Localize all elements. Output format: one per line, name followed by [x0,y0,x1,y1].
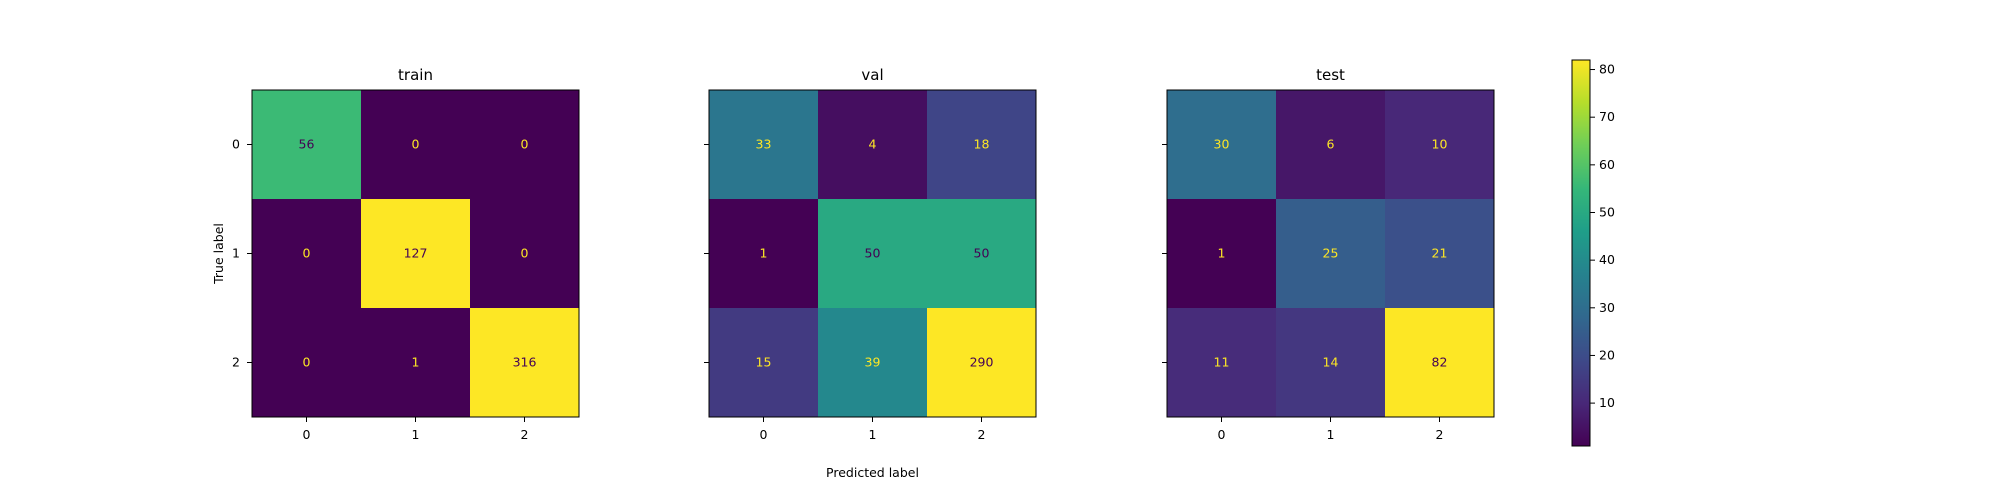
matrix-cell [470,308,580,418]
matrix-cell [361,90,471,200]
cell-value-label: 1 [412,355,420,370]
matrix-cell [1276,199,1386,309]
colorbar-tick-label: 70 [1599,109,1615,124]
x-tick-label: 0 [303,427,311,442]
cell-value-label: 1 [760,246,768,261]
matrix-cell [818,199,928,309]
colorbar-tick-label: 80 [1599,62,1615,77]
matrix-cell [361,199,471,309]
colorbar-tick-label: 20 [1599,347,1615,362]
predicted-label-axis-title: Predicted label [826,465,919,480]
x-tick-label: 0 [760,427,768,442]
matrix-cell [252,90,362,200]
cell-value-label: 30 [1214,137,1230,152]
matrix-cell [927,199,1037,309]
cell-value-label: 25 [1323,246,1339,261]
cell-value-label: 10 [1432,137,1448,152]
matrix-cell [1167,308,1277,418]
matrix-cell [252,308,362,418]
cell-value-label: 290 [970,355,994,370]
matrix-cell [1276,308,1386,418]
matrix-cell [818,308,928,418]
cell-value-label: 33 [756,137,772,152]
matrix-cell [927,308,1037,418]
cell-value-label: 1 [1218,246,1226,261]
cell-value-label: 18 [974,137,990,152]
cell-value-label: 21 [1432,246,1448,261]
cell-value-label: 14 [1323,355,1339,370]
matrix-cell [361,308,471,418]
cell-value-label: 0 [303,246,311,261]
colorbar-tick-label: 30 [1599,300,1615,315]
matrix-cell [470,199,580,309]
x-tick-label: 1 [869,427,877,442]
cell-value-label: 127 [404,246,428,261]
cell-value-label: 4 [869,137,877,152]
colorbar: 10 20 30 40 50 60 70 80 [1571,59,1615,447]
y-tick-label: 0 [232,137,240,152]
y-tick-label: 2 [232,355,240,370]
matrix-cell [470,90,580,200]
y-tick-label: 1 [232,246,240,261]
colorbar-tick-label: 10 [1599,395,1615,410]
true-label-axis-title: True label [211,223,226,285]
colorbar-tick-label: 60 [1599,157,1615,172]
cell-value-label: 0 [412,137,420,152]
x-tick-label: 1 [412,427,420,442]
cell-value-label: 0 [521,246,529,261]
train-title: train [398,66,433,84]
matrices: 56 0 0 0 127 0 0 1 316 0 1 2 0 1 2 33 4 18 1 50 50 15 39 290 0 1 2… [232,89,1495,442]
x-tick-label: 1 [1327,427,1335,442]
matrix-cell [927,90,1037,200]
cell-value-label: 11 [1214,355,1230,370]
cell-value-label: 50 [974,246,990,261]
matrix-cell [252,199,362,309]
colorbar-tick-label: 50 [1599,204,1615,219]
cell-value-label: 0 [303,355,311,370]
colorbar-tick-label: 40 [1599,252,1615,267]
matrix-cell [709,308,819,418]
cell-value-label: 6 [1327,137,1335,152]
matrix-cell [1385,308,1495,418]
matrix-cell [818,90,928,200]
x-tick-label: 2 [978,427,986,442]
x-tick-label: 0 [1218,427,1226,442]
val-title: val [861,66,883,84]
matrix-cell [1385,90,1495,200]
matrix-cell [1276,90,1386,200]
test-title: test [1316,66,1345,84]
matrix-cell [709,199,819,309]
cell-value-label: 39 [865,355,881,370]
colorbar-gradient [1571,59,1591,447]
cell-value-label: 82 [1432,355,1448,370]
cell-value-label: 56 [299,137,315,152]
cell-value-label: 15 [756,355,772,370]
matrix-cell [1167,199,1277,309]
x-tick-label: 2 [1436,427,1444,442]
matrix-cell [1385,199,1495,309]
cell-value-label: 0 [521,137,529,152]
matrix-cell [709,90,819,200]
cell-value-label: 50 [865,246,881,261]
cell-value-label: 316 [513,355,537,370]
matrix-cell [1167,90,1277,200]
x-tick-label: 2 [521,427,529,442]
